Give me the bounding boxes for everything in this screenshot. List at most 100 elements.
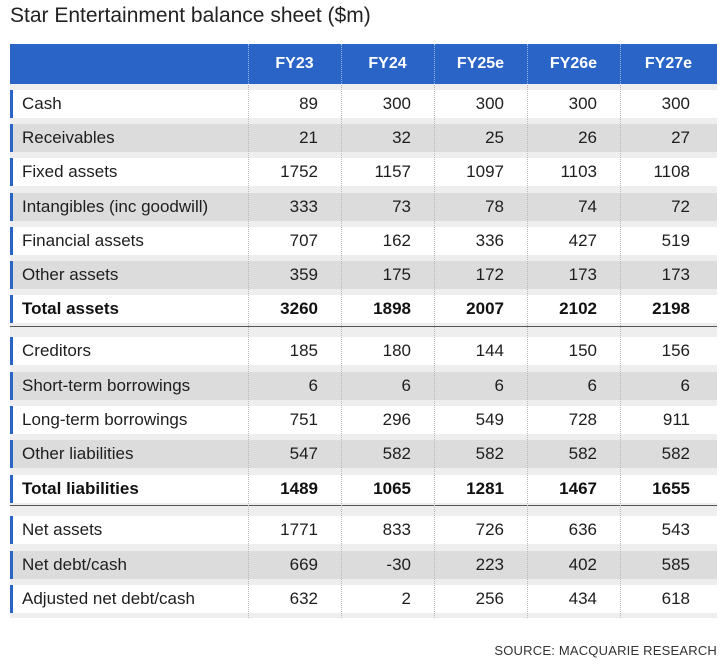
cell-fy26e: 173 (568, 265, 597, 284)
row-marker (10, 261, 13, 289)
row-label: Net assets (22, 520, 103, 539)
cell-fy23: 547 (289, 444, 318, 463)
cell-fy23: 632 (289, 589, 318, 608)
cell-fy26e: 2102 (559, 299, 597, 318)
cell-fy27e: 618 (661, 589, 690, 608)
row-marker (10, 337, 13, 365)
table-row-total: Total assets 3260 1898 2007 2102 2198 (10, 295, 717, 323)
cell-fy24: 2 (401, 589, 411, 608)
cell-fy26e: 150 (568, 341, 597, 360)
row-label: Short-term borrowings (22, 376, 191, 395)
cell-fy24: -30 (386, 555, 411, 574)
row-label: Adjusted net debt/cash (22, 589, 195, 608)
header-divider (527, 44, 528, 84)
cell-fy26e: 1103 (560, 162, 597, 181)
cell-fy26e: 636 (568, 520, 597, 539)
table-row: Adjusted net debt/cash 632 2 256 434 618 (10, 585, 717, 613)
cell-fy24: 300 (382, 94, 411, 113)
table-row: Intangibles (inc goodwill) 333 73 78 74 … (10, 193, 717, 221)
cell-fy27e: 519 (661, 231, 690, 250)
cell-fy23: 89 (299, 94, 318, 113)
column-header-fy26e: FY26e (549, 55, 598, 72)
table-row: Other liabilities 547 582 582 582 582 (10, 440, 717, 468)
row-label: Other liabilities (22, 444, 134, 463)
cell-fy25e: 549 (475, 410, 504, 429)
cell-fy27e: 2198 (652, 299, 690, 318)
cell-fy24: 1898 (373, 299, 411, 318)
cell-fy27e: 72 (671, 197, 690, 216)
source-credit: SOURCE: MACQUARIE RESEARCH (494, 643, 717, 658)
row-marker (10, 475, 13, 503)
table-row: Creditors 185 180 144 150 156 (10, 337, 717, 365)
header-divider (434, 44, 435, 84)
cell-fy25e: 6 (494, 376, 504, 395)
header-divider (248, 44, 249, 84)
cell-fy23: 333 (289, 197, 318, 216)
header-divider (620, 44, 621, 84)
cell-fy27e: 543 (661, 520, 690, 539)
row-label: Creditors (22, 341, 91, 360)
table-row: Net debt/cash 669 -30 223 402 585 (10, 551, 717, 579)
cell-fy25e: 172 (475, 265, 504, 284)
cell-fy24: 162 (382, 231, 411, 250)
column-header-fy27e: FY27e (644, 55, 693, 72)
cell-fy27e: 911 (662, 410, 690, 429)
cell-fy26e: 300 (568, 94, 597, 113)
cell-fy24: 180 (382, 341, 411, 360)
cell-fy24: 1065 (373, 479, 411, 498)
cell-fy24: 6 (401, 376, 411, 395)
table-title: Star Entertainment balance sheet ($m) (10, 4, 371, 27)
cell-fy23: 1752 (280, 162, 318, 181)
cell-fy27e: 156 (661, 341, 690, 360)
cell-fy24: 32 (392, 128, 411, 147)
row-label: Net debt/cash (22, 555, 127, 574)
column-divider (434, 44, 435, 618)
table-row: Short-term borrowings 6 6 6 6 6 (10, 372, 717, 400)
row-marker (10, 124, 13, 152)
cell-fy23: 707 (289, 231, 318, 250)
row-label: Total liabilities (22, 479, 139, 498)
cell-fy26e: 582 (568, 444, 597, 463)
row-label: Financial assets (22, 231, 144, 250)
cell-fy23: 1489 (280, 479, 318, 498)
cell-fy23: 359 (289, 265, 318, 284)
table-row: Fixed assets 1752 1157 1097 1103 1108 (10, 158, 717, 186)
column-divider (527, 44, 528, 618)
cell-fy26e: 728 (568, 410, 597, 429)
row-label: Cash (22, 94, 62, 113)
column-divider (341, 44, 342, 618)
section-divider (10, 326, 717, 327)
row-marker (10, 295, 13, 323)
cell-fy26e: 402 (568, 555, 597, 574)
cell-fy23: 3260 (280, 299, 318, 318)
row-marker (10, 585, 13, 613)
cell-fy26e: 74 (578, 197, 597, 216)
row-marker (10, 440, 13, 468)
row-marker (10, 551, 13, 579)
cell-fy25e: 144 (475, 341, 504, 360)
table-row: Long-term borrowings 751 296 549 728 911 (10, 406, 717, 434)
row-label: Intangibles (inc goodwill) (22, 197, 209, 216)
table-row: Cash 89 300 300 300 300 (10, 90, 717, 118)
cell-fy23: 751 (289, 410, 318, 429)
cell-fy25e: 1097 (466, 162, 504, 181)
cell-fy24: 1157 (374, 162, 411, 181)
cell-fy26e: 6 (587, 376, 597, 395)
cell-fy25e: 223 (475, 555, 504, 574)
cell-fy23: 185 (289, 341, 318, 360)
cell-fy26e: 434 (568, 589, 597, 608)
cell-fy27e: 1655 (652, 479, 690, 498)
section-divider (10, 505, 717, 506)
cell-fy26e: 427 (568, 231, 597, 250)
cell-fy25e: 256 (475, 589, 504, 608)
cell-fy25e: 1281 (466, 479, 504, 498)
cell-fy24: 582 (382, 444, 411, 463)
row-marker (10, 90, 13, 118)
cell-fy24: 296 (382, 410, 411, 429)
table-row: Financial assets 707 162 336 427 519 (10, 227, 717, 255)
table-row-total: Total liabilities 1489 1065 1281 1467 16… (10, 475, 717, 503)
table-row: Receivables 21 32 25 26 27 (10, 124, 717, 152)
cell-fy27e: 27 (671, 128, 690, 147)
column-divider (248, 44, 249, 618)
cell-fy27e: 300 (661, 94, 690, 113)
